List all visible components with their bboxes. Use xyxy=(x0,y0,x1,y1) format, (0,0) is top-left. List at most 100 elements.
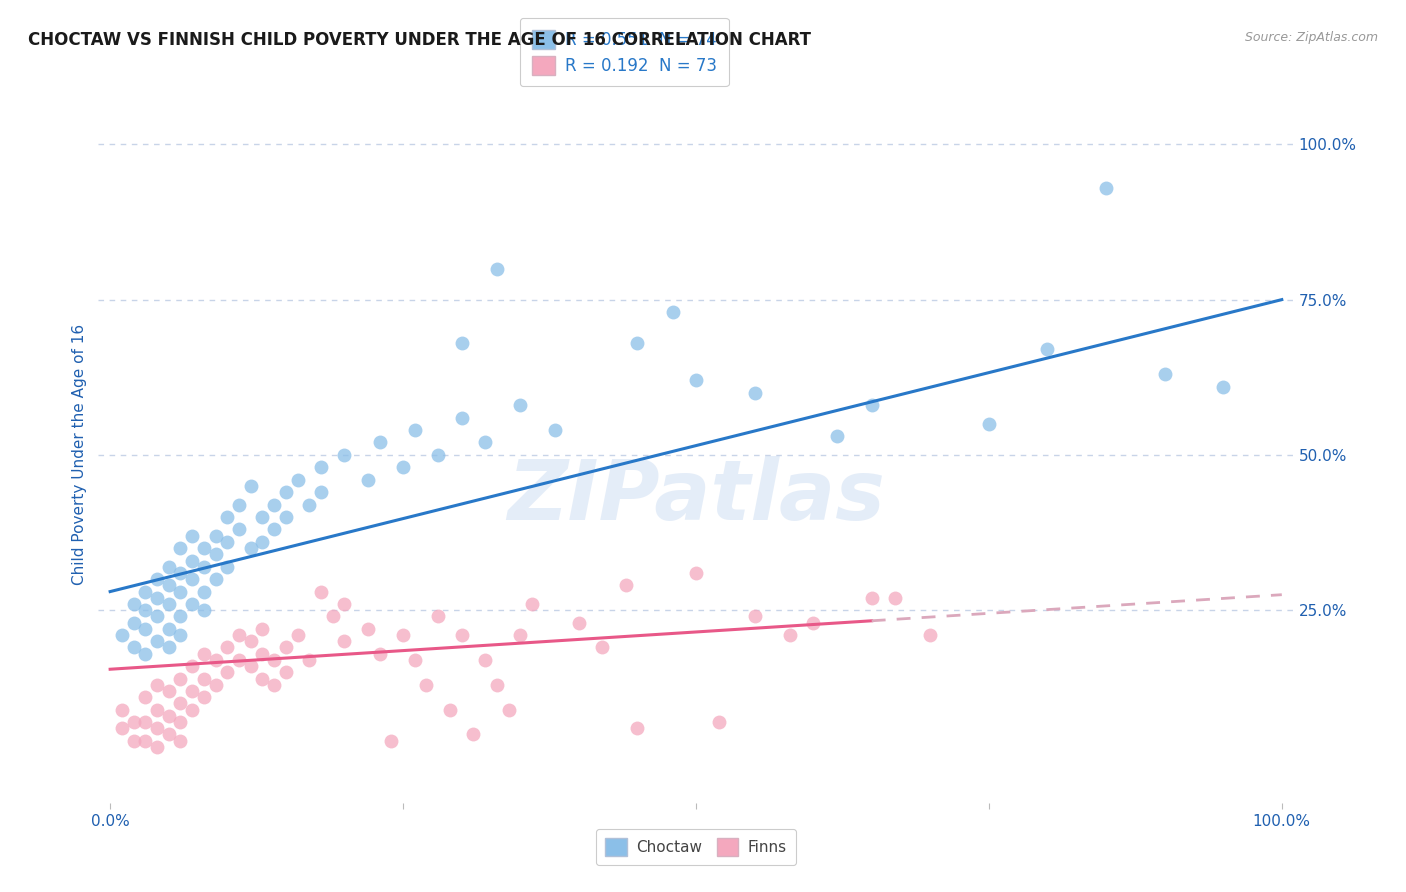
Point xyxy=(181,684,204,698)
Point xyxy=(217,559,239,574)
Point xyxy=(217,640,239,655)
Point xyxy=(263,653,285,667)
Point xyxy=(298,498,321,512)
Point xyxy=(252,647,274,661)
Point xyxy=(228,523,250,537)
Point xyxy=(193,559,215,574)
Point xyxy=(498,703,520,717)
Point xyxy=(392,460,415,475)
Point xyxy=(252,510,274,524)
Text: CHOCTAW VS FINNISH CHILD POVERTY UNDER THE AGE OF 16 CORRELATION CHART: CHOCTAW VS FINNISH CHILD POVERTY UNDER T… xyxy=(28,31,811,49)
Point xyxy=(146,591,169,605)
Point xyxy=(193,672,215,686)
Point xyxy=(591,640,613,655)
Point xyxy=(204,529,226,543)
Point xyxy=(977,417,1000,431)
Point xyxy=(111,628,134,642)
Legend: Choctaw, Finns: Choctaw, Finns xyxy=(596,829,796,864)
Text: Source: ZipAtlas.com: Source: ZipAtlas.com xyxy=(1244,31,1378,45)
Point xyxy=(685,566,707,580)
Point xyxy=(439,703,461,717)
Point xyxy=(825,429,848,443)
Point xyxy=(485,678,508,692)
Point xyxy=(252,672,274,686)
Point xyxy=(181,597,204,611)
Point xyxy=(463,727,485,741)
Point xyxy=(134,622,156,636)
Point xyxy=(157,622,180,636)
Point xyxy=(157,684,180,698)
Point xyxy=(309,485,332,500)
Point xyxy=(1036,343,1059,357)
Point xyxy=(450,628,472,642)
Point xyxy=(263,523,285,537)
Point xyxy=(263,498,285,512)
Point xyxy=(709,714,731,729)
Point xyxy=(884,591,907,605)
Point xyxy=(157,559,180,574)
Point xyxy=(169,541,191,555)
Point xyxy=(509,398,531,412)
Point xyxy=(157,708,180,723)
Point xyxy=(860,591,883,605)
Point xyxy=(169,566,191,580)
Point xyxy=(228,628,250,642)
Point xyxy=(860,398,883,412)
Point xyxy=(169,714,191,729)
Point xyxy=(181,659,204,673)
Point xyxy=(146,678,169,692)
Point xyxy=(392,628,415,642)
Point xyxy=(368,435,391,450)
Point xyxy=(193,584,215,599)
Point xyxy=(181,529,204,543)
Point xyxy=(544,423,567,437)
Point xyxy=(380,733,402,747)
Point xyxy=(333,634,356,648)
Point xyxy=(239,479,262,493)
Point xyxy=(204,547,226,561)
Point xyxy=(274,485,297,500)
Point xyxy=(204,678,226,692)
Point xyxy=(111,703,134,717)
Point xyxy=(204,653,226,667)
Point xyxy=(274,510,297,524)
Point xyxy=(111,721,134,735)
Point xyxy=(474,435,496,450)
Point xyxy=(1212,379,1234,393)
Point xyxy=(134,647,156,661)
Point xyxy=(228,653,250,667)
Point xyxy=(157,727,180,741)
Point xyxy=(146,721,169,735)
Point xyxy=(685,373,707,387)
Point xyxy=(134,584,156,599)
Point xyxy=(193,603,215,617)
Point xyxy=(404,653,426,667)
Point xyxy=(801,615,824,630)
Y-axis label: Child Poverty Under the Age of 16: Child Poverty Under the Age of 16 xyxy=(72,325,87,585)
Point xyxy=(333,597,356,611)
Point xyxy=(1153,367,1175,381)
Point xyxy=(217,665,239,680)
Point xyxy=(146,609,169,624)
Point xyxy=(357,622,380,636)
Point xyxy=(450,410,472,425)
Point xyxy=(169,584,191,599)
Point xyxy=(287,473,309,487)
Point xyxy=(287,628,309,642)
Point xyxy=(169,733,191,747)
Text: ZIPatlas: ZIPatlas xyxy=(508,456,884,537)
Point xyxy=(193,541,215,555)
Point xyxy=(122,615,145,630)
Point xyxy=(626,336,648,351)
Point xyxy=(122,714,145,729)
Point xyxy=(239,634,262,648)
Point xyxy=(122,733,145,747)
Point xyxy=(427,609,450,624)
Point xyxy=(146,572,169,586)
Point xyxy=(181,572,204,586)
Point xyxy=(474,653,496,667)
Point xyxy=(450,336,472,351)
Point xyxy=(368,647,391,661)
Point xyxy=(252,534,274,549)
Point xyxy=(357,473,380,487)
